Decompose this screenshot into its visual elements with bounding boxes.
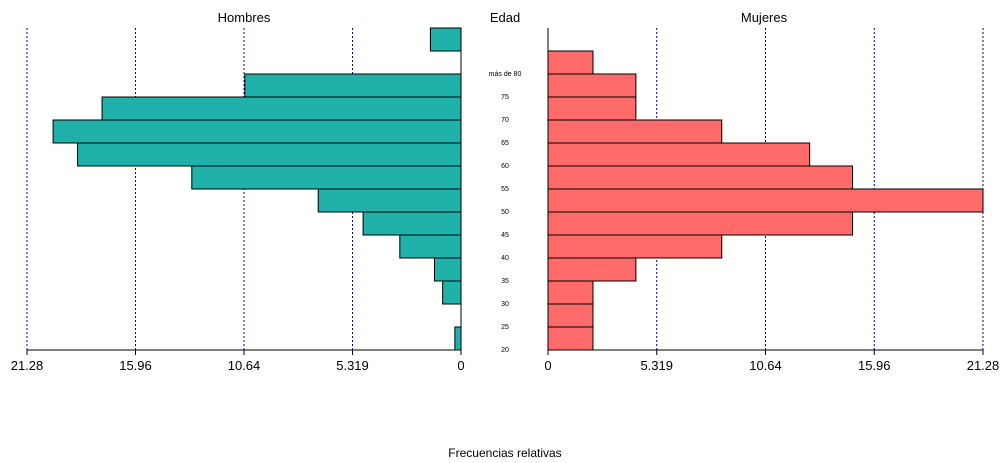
female-bar bbox=[547, 96, 637, 121]
x-axis-label: Frecuencias relativas bbox=[448, 446, 561, 460]
right-tick-label: 10.64 bbox=[749, 358, 782, 373]
female-bar bbox=[547, 303, 594, 328]
female-bar bbox=[547, 211, 854, 236]
age-label: 65 bbox=[501, 140, 509, 147]
age-label: 40 bbox=[501, 255, 509, 262]
age-label: 70 bbox=[501, 117, 509, 124]
age-label: 45 bbox=[501, 232, 509, 239]
age-label: 25 bbox=[501, 324, 509, 331]
female-bar bbox=[547, 165, 854, 190]
age-label: 75 bbox=[501, 94, 509, 101]
age-label: 50 bbox=[501, 209, 509, 216]
male-bar bbox=[244, 73, 462, 98]
female-bars bbox=[547, 50, 984, 351]
right-panel-title: Mujeres bbox=[741, 10, 788, 25]
male-bar bbox=[399, 234, 462, 259]
center-axis-title: Edad bbox=[490, 10, 520, 25]
age-label: 60 bbox=[501, 163, 509, 170]
male-bar bbox=[362, 211, 462, 236]
female-bar bbox=[547, 142, 811, 167]
male-bar bbox=[52, 119, 462, 144]
age-labels: 20 25 30 35 40 45 50 55 60 65 70 75 más de 80 bbox=[489, 71, 522, 354]
male-bar bbox=[454, 326, 462, 351]
right-tick-label: 21.28 bbox=[967, 358, 1000, 373]
male-bar bbox=[77, 142, 462, 167]
age-label: 20 bbox=[501, 347, 509, 354]
right-tick-label: 5.319 bbox=[640, 358, 673, 373]
age-label: 35 bbox=[501, 278, 509, 285]
left-tick-label: 15.96 bbox=[119, 358, 152, 373]
left-tick-labels: 0 5.319 10.64 15.96 21.28 bbox=[11, 350, 465, 373]
right-tick-label: 15.96 bbox=[858, 358, 891, 373]
male-bar bbox=[433, 257, 462, 282]
male-bar bbox=[442, 280, 462, 305]
age-label: 30 bbox=[501, 301, 509, 308]
female-bar bbox=[547, 73, 637, 98]
male-bars bbox=[52, 27, 462, 351]
left-tick-label: 5.319 bbox=[336, 358, 369, 373]
male-bar bbox=[101, 96, 462, 121]
right-tick-label: 0 bbox=[544, 358, 551, 373]
left-tick-label: 21.28 bbox=[11, 358, 44, 373]
female-bar bbox=[547, 234, 723, 259]
right-tick-labels: 0 5.319 10.64 15.96 21.28 bbox=[544, 350, 999, 373]
male-bar bbox=[191, 165, 462, 190]
female-bar bbox=[547, 280, 594, 305]
left-panel-title: Hombres bbox=[218, 10, 271, 25]
female-bar bbox=[547, 50, 594, 75]
age-label: más de 80 bbox=[489, 71, 522, 78]
female-bar bbox=[547, 257, 637, 282]
male-bar bbox=[317, 188, 462, 213]
female-bar bbox=[547, 188, 984, 213]
female-bar bbox=[547, 119, 723, 144]
female-bar bbox=[547, 326, 594, 351]
age-label: 55 bbox=[501, 186, 509, 193]
left-tick-label: 0 bbox=[457, 358, 464, 373]
male-bar bbox=[429, 27, 462, 52]
left-tick-label: 10.64 bbox=[228, 358, 261, 373]
